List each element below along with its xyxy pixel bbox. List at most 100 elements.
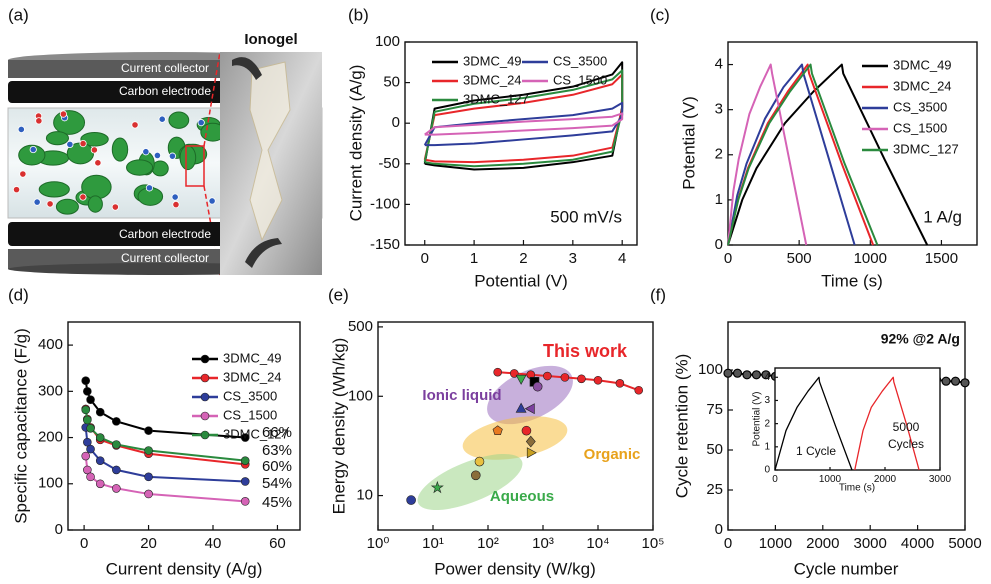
marker xyxy=(240,497,250,506)
ion xyxy=(171,193,179,201)
x-tick-label: 2000 xyxy=(874,474,897,485)
marker xyxy=(83,465,92,475)
series-line xyxy=(423,69,624,168)
legend-label: CS_3500 xyxy=(553,53,607,68)
ion xyxy=(66,140,74,149)
x-tick-label: 4 xyxy=(618,250,626,267)
ion xyxy=(142,148,150,156)
tweezer xyxy=(232,57,262,80)
legend-label: CS_1500 xyxy=(553,72,607,87)
marker xyxy=(532,381,543,392)
x-tick-label: 1 xyxy=(470,250,478,267)
x-tick-label: 3000 xyxy=(929,474,952,485)
x-tick-label: 1000 xyxy=(854,250,887,267)
x-axis-label: Current density (A/g) xyxy=(106,559,263,578)
ionogel-film xyxy=(249,61,291,242)
marker xyxy=(751,370,762,380)
chart-panel: 0 20 40 60 0 100 200 300 400 Current density (A/g… xyxy=(8,285,301,578)
y-tick-label: 200 xyxy=(38,429,63,446)
y-axis-label: Potential (V) xyxy=(679,96,698,190)
x-tick-label: 0 xyxy=(724,250,732,267)
carbon-particle xyxy=(38,181,70,198)
photo-label: Ionogel xyxy=(244,31,297,48)
marker xyxy=(112,440,121,449)
ion xyxy=(111,203,119,211)
ion xyxy=(29,145,37,154)
y-tick-label: 75 xyxy=(706,401,723,418)
annotation: 1 Cycle xyxy=(796,444,836,458)
series-line xyxy=(727,63,808,246)
annotation: 63% xyxy=(262,442,292,459)
y-tick-label: 25 xyxy=(706,481,723,498)
carbon-particle xyxy=(168,111,190,129)
marker xyxy=(474,456,485,467)
x-tick-label: 0 xyxy=(421,250,429,267)
x-tick-label: 1000 xyxy=(819,474,842,485)
x-axis-label: Potential (V) xyxy=(474,271,568,290)
carbon-particle xyxy=(55,198,79,215)
y-tick-label: 500 xyxy=(348,318,373,335)
x-axis-label: Cycle number xyxy=(794,559,899,578)
legend-label: 3DMC_24 xyxy=(893,78,952,93)
legend-marker xyxy=(200,373,210,383)
annotation: 500 mV/s xyxy=(550,207,622,226)
y-tick-label: 400 xyxy=(38,336,63,353)
annotation: 5000 xyxy=(893,420,920,434)
annotation: Ionic liquid xyxy=(422,387,501,404)
ion xyxy=(12,186,21,194)
y-axis-label: Specific capacitance (F/g) xyxy=(11,328,30,524)
legend-label: CS_1500 xyxy=(893,120,947,135)
legend-label: 3DMC_127 xyxy=(893,141,959,156)
x-tick-label: 3000 xyxy=(854,535,887,552)
annotation: 54% xyxy=(262,475,292,492)
legend-label: CS_1500 xyxy=(223,407,277,422)
y-axis-label: Potential (V) xyxy=(752,391,763,446)
marker xyxy=(742,370,752,380)
ion xyxy=(208,197,216,205)
marker xyxy=(493,367,502,377)
annotation: Organic xyxy=(584,446,641,463)
plot-area xyxy=(67,321,301,531)
x-tick-label: 2 xyxy=(519,250,527,267)
y-tick-label: 0 xyxy=(764,465,770,476)
ion xyxy=(168,152,177,160)
legend-label: 3DMC_127 xyxy=(463,91,529,106)
ion xyxy=(79,140,87,148)
series-line xyxy=(727,63,856,246)
annotation: This work xyxy=(543,341,628,361)
y-tick-label: 100 xyxy=(348,387,373,404)
legend-label: CS_3500 xyxy=(893,99,947,114)
x-tick-label: 10² xyxy=(477,535,499,552)
region xyxy=(462,416,568,460)
carbon-particle xyxy=(18,144,46,166)
marker xyxy=(144,446,153,455)
marker xyxy=(577,374,586,384)
x-axis-label: Time (s) xyxy=(839,483,875,494)
chart-panel: 0 1000 2000 3000 0 1 2 3 4 Time (s) Potential (V) 1… xyxy=(752,367,952,494)
series-line xyxy=(84,455,246,503)
carbon-particle xyxy=(53,110,86,135)
carbon-particle xyxy=(81,174,112,200)
marker xyxy=(960,378,970,388)
y-tick-label: -150 xyxy=(370,236,400,253)
marker xyxy=(86,472,95,482)
marker xyxy=(83,387,92,396)
ion xyxy=(145,184,154,192)
marker xyxy=(430,480,444,494)
x-tick-label: 40 xyxy=(205,535,222,552)
legend-marker xyxy=(200,411,210,421)
chart-panel: 0 1 2 3 4 -150 -100 -50 0 50 100 Potential (V) Curre… xyxy=(346,5,638,290)
legend-label: 3DMC_49 xyxy=(223,350,282,365)
y-tick-label: 2 xyxy=(764,418,770,429)
legend-marker xyxy=(200,392,210,402)
x-axis-label: Power density (W/kg) xyxy=(434,559,596,578)
y-tick-label: 3 xyxy=(764,395,770,406)
annotation: 45% xyxy=(262,494,292,511)
ion xyxy=(90,146,98,154)
chart-panel: 0 500 1000 1500 0 1 2 3 4 Time (s) Potential (V) 3D… xyxy=(650,5,978,290)
legend-marker xyxy=(200,354,210,364)
legend-label: 3DMC_49 xyxy=(893,57,952,72)
series-line xyxy=(727,63,879,246)
marker xyxy=(732,368,743,378)
